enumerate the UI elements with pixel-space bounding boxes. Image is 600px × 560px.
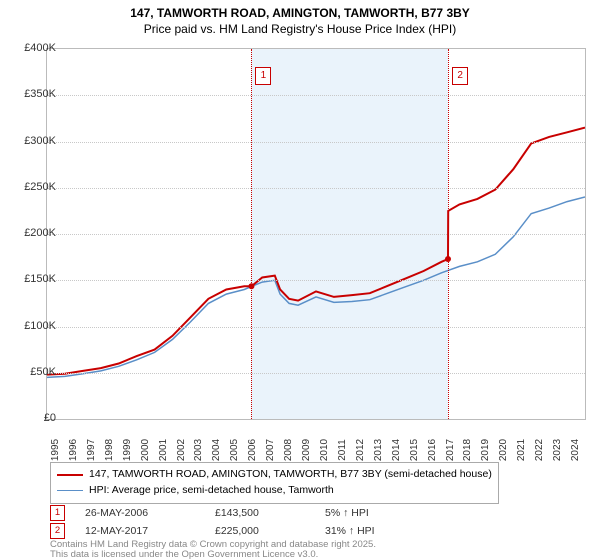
x-tick-label: 1998 — [104, 439, 115, 461]
event-pct-2: 31% ↑ HPI — [325, 525, 435, 537]
x-tick-label: 2012 — [355, 439, 366, 461]
x-tick-label: 2006 — [247, 439, 258, 461]
legend-label-hpi: HPI: Average price, semi-detached house,… — [89, 483, 334, 499]
chart-title: 147, TAMWORTH ROAD, AMINGTON, TAMWORTH, … — [0, 0, 600, 37]
x-tick-label: 2008 — [283, 439, 294, 461]
y-tick-label: £300K — [10, 135, 60, 147]
title-line-2: Price paid vs. HM Land Registry's House … — [0, 22, 600, 38]
x-tick-label: 2015 — [409, 439, 420, 461]
x-tick-label: 2014 — [391, 439, 402, 461]
marker-badge: 2 — [452, 67, 468, 85]
x-tick-label: 2023 — [552, 439, 563, 461]
x-tick-label: 1999 — [122, 439, 133, 461]
plot-area: 12 — [46, 48, 586, 420]
chart-container: 147, TAMWORTH ROAD, AMINGTON, TAMWORTH, … — [0, 0, 600, 560]
x-tick-label: 1996 — [68, 439, 79, 461]
x-tick-label: 2013 — [373, 439, 384, 461]
y-tick-label: £50K — [10, 366, 60, 378]
x-tick-label: 2000 — [140, 439, 151, 461]
y-tick-label: £200K — [10, 227, 60, 239]
event-date-1: 26-MAY-2006 — [85, 507, 195, 519]
x-tick-label: 2009 — [301, 439, 312, 461]
event-date-2: 12-MAY-2017 — [85, 525, 195, 537]
x-tick-label: 2010 — [319, 439, 330, 461]
x-tick-label: 2003 — [193, 439, 204, 461]
y-tick-label: £400K — [10, 42, 60, 54]
event-badge-1: 1 — [50, 505, 65, 521]
x-tick-label: 2004 — [211, 439, 222, 461]
event-row-2: 2 12-MAY-2017 £225,000 31% ↑ HPI — [50, 522, 435, 540]
x-tick-label: 2024 — [570, 439, 581, 461]
event-price-1: £143,500 — [215, 507, 305, 519]
x-tick-label: 1997 — [86, 439, 97, 461]
x-tick-label: 2005 — [229, 439, 240, 461]
x-tick-label: 2011 — [337, 439, 348, 461]
legend-label-property: 147, TAMWORTH ROAD, AMINGTON, TAMWORTH, … — [89, 467, 492, 483]
title-line-1: 147, TAMWORTH ROAD, AMINGTON, TAMWORTH, … — [0, 6, 600, 22]
series-property — [47, 128, 585, 375]
event-pct-1: 5% ↑ HPI — [325, 507, 435, 519]
y-tick-label: £350K — [10, 88, 60, 100]
marker-badge: 1 — [255, 67, 271, 85]
y-tick-label: £100K — [10, 320, 60, 332]
event-price-2: £225,000 — [215, 525, 305, 537]
series-hpi — [47, 197, 585, 377]
x-tick-label: 2021 — [516, 439, 527, 461]
x-tick-label: 2002 — [176, 439, 187, 461]
y-tick-label: £0 — [10, 412, 60, 424]
x-tick-label: 2007 — [265, 439, 276, 461]
x-tick-label: 2018 — [462, 439, 473, 461]
x-tick-label: 2016 — [427, 439, 438, 461]
license-text: Contains HM Land Registry data © Crown c… — [50, 540, 376, 559]
legend: 147, TAMWORTH ROAD, AMINGTON, TAMWORTH, … — [50, 462, 499, 504]
x-tick-label: 2001 — [158, 439, 169, 461]
event-table: 1 26-MAY-2006 £143,500 5% ↑ HPI 2 12-MAY… — [50, 504, 435, 540]
x-tick-label: 1995 — [50, 439, 61, 461]
legend-item-hpi: HPI: Average price, semi-detached house,… — [57, 483, 492, 499]
event-badge-2: 2 — [50, 523, 65, 539]
legend-item-property: 147, TAMWORTH ROAD, AMINGTON, TAMWORTH, … — [57, 467, 492, 483]
x-tick-label: 2020 — [498, 439, 509, 461]
event-row-1: 1 26-MAY-2006 £143,500 5% ↑ HPI — [50, 504, 435, 522]
legend-swatch-hpi — [57, 490, 83, 491]
x-tick-label: 2017 — [445, 439, 456, 461]
x-tick-label: 2022 — [534, 439, 545, 461]
y-tick-label: £150K — [10, 273, 60, 285]
legend-swatch-property — [57, 474, 83, 476]
x-tick-label: 2019 — [480, 439, 491, 461]
license-line-2: This data is licensed under the Open Gov… — [50, 550, 376, 560]
y-tick-label: £250K — [10, 181, 60, 193]
